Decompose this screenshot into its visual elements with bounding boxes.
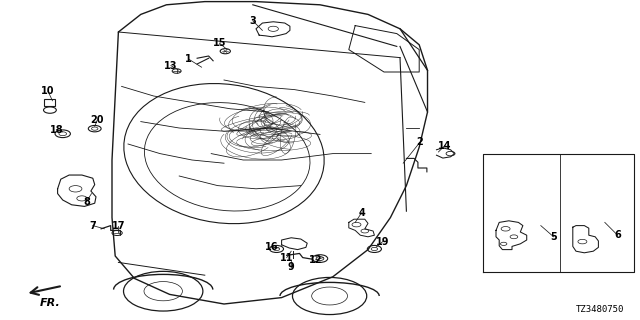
Text: 16: 16 [264, 242, 278, 252]
Text: 18: 18 [49, 124, 63, 135]
Text: 5: 5 [550, 232, 557, 242]
Text: 15: 15 [212, 38, 227, 48]
Text: FR.: FR. [40, 298, 60, 308]
Text: 13: 13 [164, 60, 178, 71]
Text: 10: 10 [41, 86, 55, 96]
Text: 3: 3 [250, 16, 256, 26]
Text: 20: 20 [90, 115, 104, 125]
Text: 17: 17 [111, 220, 125, 231]
Text: 6: 6 [614, 230, 621, 240]
Text: 4: 4 [358, 208, 365, 218]
Text: 9: 9 [288, 262, 294, 272]
Text: 8: 8 [83, 196, 90, 207]
Text: 12: 12 [308, 255, 323, 265]
Text: 19: 19 [376, 236, 390, 247]
Text: 11: 11 [280, 252, 294, 263]
Bar [44, 99, 55, 106]
Text: 1: 1 [186, 54, 192, 64]
Text: 7: 7 [90, 220, 96, 231]
Text: TZ3480750: TZ3480750 [575, 305, 624, 314]
Text: 2: 2 [417, 137, 423, 148]
Text: 14: 14 [438, 140, 452, 151]
